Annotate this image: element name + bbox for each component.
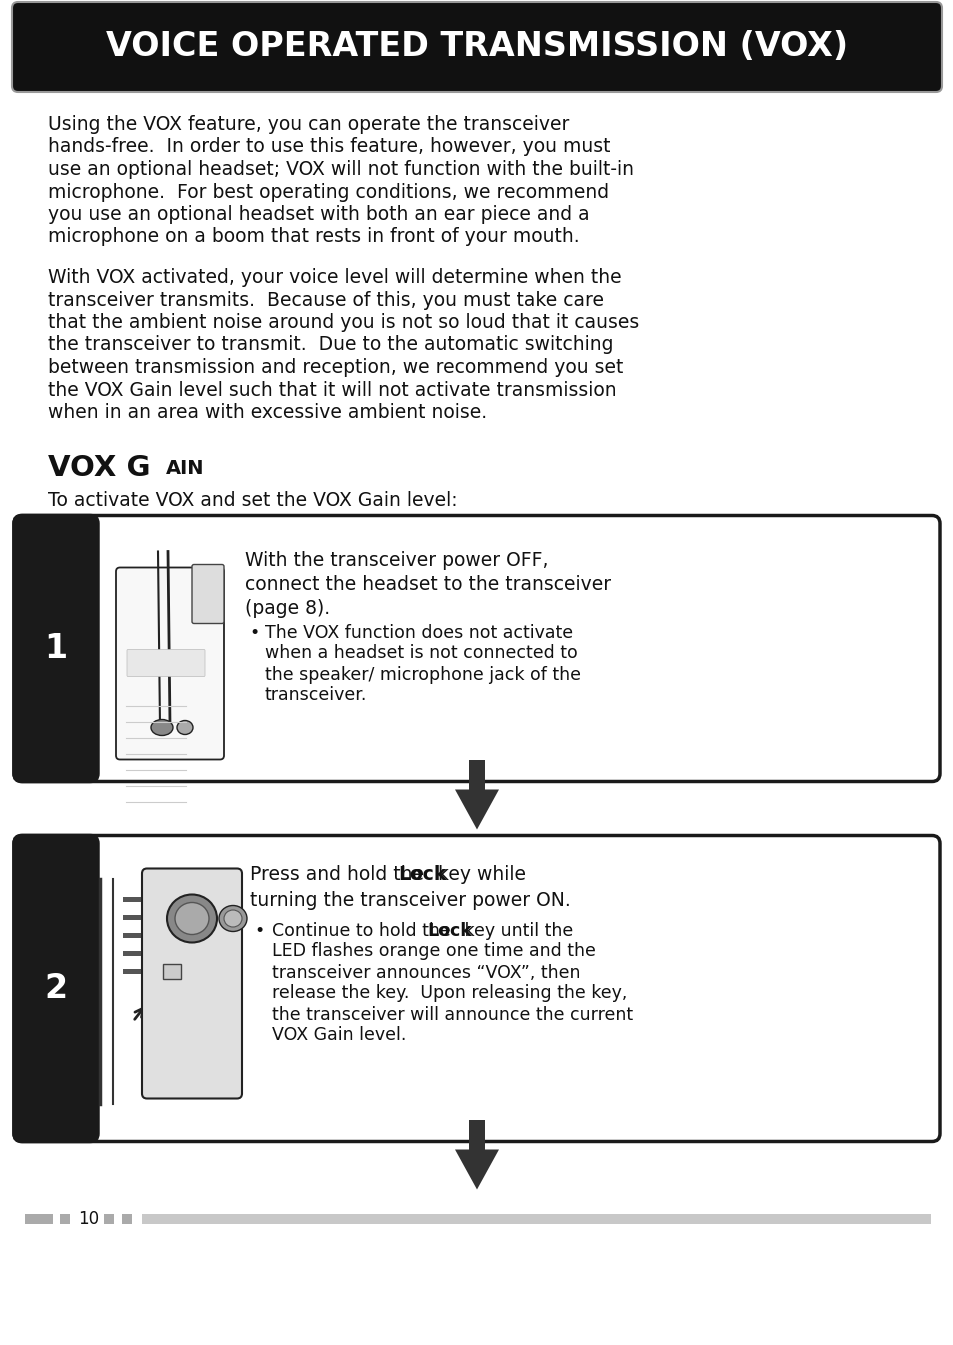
Text: the speaker/ microphone jack of the: the speaker/ microphone jack of the [265, 666, 580, 683]
Text: between transmission and reception, we recommend you set: between transmission and reception, we r… [48, 358, 622, 377]
Text: The VOX function does not activate: The VOX function does not activate [265, 624, 573, 642]
Text: connect the headset to the transceiver: connect the headset to the transceiver [245, 576, 611, 594]
Bar [104, 1213, 113, 1224]
Text: the transceiver will announce the current: the transceiver will announce the curren… [272, 1006, 633, 1024]
FancyBboxPatch shape [142, 869, 242, 1099]
Bar [25, 1213, 53, 1224]
Bar [469, 1119, 484, 1150]
Text: the VOX Gain level such that it will not activate transmission: the VOX Gain level such that it will not… [48, 381, 616, 399]
Text: 10: 10 [78, 1209, 99, 1228]
Bar [56, 523, 91, 773]
Text: AIN: AIN [166, 459, 204, 477]
Text: the transceiver to transmit.  Due to the automatic switching: the transceiver to transmit. Due to the … [48, 335, 613, 355]
Text: when a headset is not connected to: when a headset is not connected to [265, 644, 578, 663]
Bar [56, 843, 91, 1134]
Bar [123, 968, 141, 974]
Text: Continue to hold the: Continue to hold the [272, 921, 456, 940]
Text: •: • [249, 624, 259, 642]
Ellipse shape [167, 894, 216, 943]
Text: transceiver transmits.  Because of this, you must take care: transceiver transmits. Because of this, … [48, 291, 603, 309]
Text: transceiver announces “VOX”, then: transceiver announces “VOX”, then [272, 963, 579, 982]
Bar [123, 951, 141, 955]
Ellipse shape [151, 720, 172, 736]
FancyBboxPatch shape [127, 650, 205, 677]
Text: VOICE OPERATED TRANSMISSION (VOX): VOICE OPERATED TRANSMISSION (VOX) [106, 31, 847, 63]
Bar [122, 1213, 132, 1224]
Text: VOX G: VOX G [48, 453, 151, 482]
Text: microphone on a boom that rests in front of your mouth.: microphone on a boom that rests in front… [48, 227, 579, 246]
Polygon shape [455, 1150, 498, 1189]
Text: With VOX activated, your voice level will determine when the: With VOX activated, your voice level wil… [48, 268, 621, 286]
Text: microphone.  For best operating conditions, we recommend: microphone. For best operating condition… [48, 183, 608, 202]
Bar [123, 932, 141, 937]
Text: VOX Gain level.: VOX Gain level. [272, 1026, 406, 1045]
Text: Using the VOX feature, you can operate the transceiver: Using the VOX feature, you can operate t… [48, 116, 569, 134]
Ellipse shape [219, 905, 247, 932]
FancyBboxPatch shape [192, 565, 224, 624]
Text: Press and hold the: Press and hold the [250, 865, 430, 885]
Text: •: • [253, 921, 264, 940]
Ellipse shape [174, 902, 209, 935]
FancyBboxPatch shape [14, 835, 98, 1142]
FancyBboxPatch shape [12, 1, 941, 91]
Text: (page 8).: (page 8). [245, 600, 330, 619]
Bar [163, 963, 181, 979]
Text: transceiver.: transceiver. [265, 686, 367, 705]
Bar [123, 897, 141, 901]
FancyBboxPatch shape [14, 515, 939, 781]
Text: turning the transceiver power ON.: turning the transceiver power ON. [250, 892, 570, 911]
Text: use an optional headset; VOX will not function with the built-in: use an optional headset; VOX will not fu… [48, 160, 634, 179]
Text: 2: 2 [45, 972, 68, 1005]
Text: that the ambient noise around you is not so loud that it causes: that the ambient noise around you is not… [48, 313, 639, 332]
Bar [60, 1213, 70, 1224]
Text: Lock: Lock [397, 865, 446, 885]
FancyBboxPatch shape [116, 568, 224, 760]
FancyBboxPatch shape [14, 835, 939, 1142]
Text: hands-free.  In order to use this feature, however, you must: hands-free. In order to use this feature… [48, 137, 610, 156]
Text: Lock: Lock [427, 921, 472, 940]
FancyBboxPatch shape [14, 515, 98, 781]
Text: key while: key while [432, 865, 526, 885]
Bar [142, 1213, 930, 1224]
Text: 1: 1 [45, 632, 68, 664]
Bar [123, 915, 141, 920]
Text: To activate VOX and set the VOX Gain level:: To activate VOX and set the VOX Gain lev… [48, 491, 457, 511]
Text: key until the: key until the [459, 921, 573, 940]
Text: you use an optional headset with both an ear piece and a: you use an optional headset with both an… [48, 204, 589, 225]
Text: when in an area with excessive ambient noise.: when in an area with excessive ambient n… [48, 404, 487, 422]
Bar [469, 760, 484, 790]
Polygon shape [455, 790, 498, 830]
Text: With the transceiver power OFF,: With the transceiver power OFF, [245, 551, 548, 570]
Text: LED flashes orange one time and the: LED flashes orange one time and the [272, 943, 596, 960]
Ellipse shape [177, 721, 193, 734]
Text: release the key.  Upon releasing the key,: release the key. Upon releasing the key, [272, 985, 627, 1002]
Ellipse shape [224, 911, 242, 927]
